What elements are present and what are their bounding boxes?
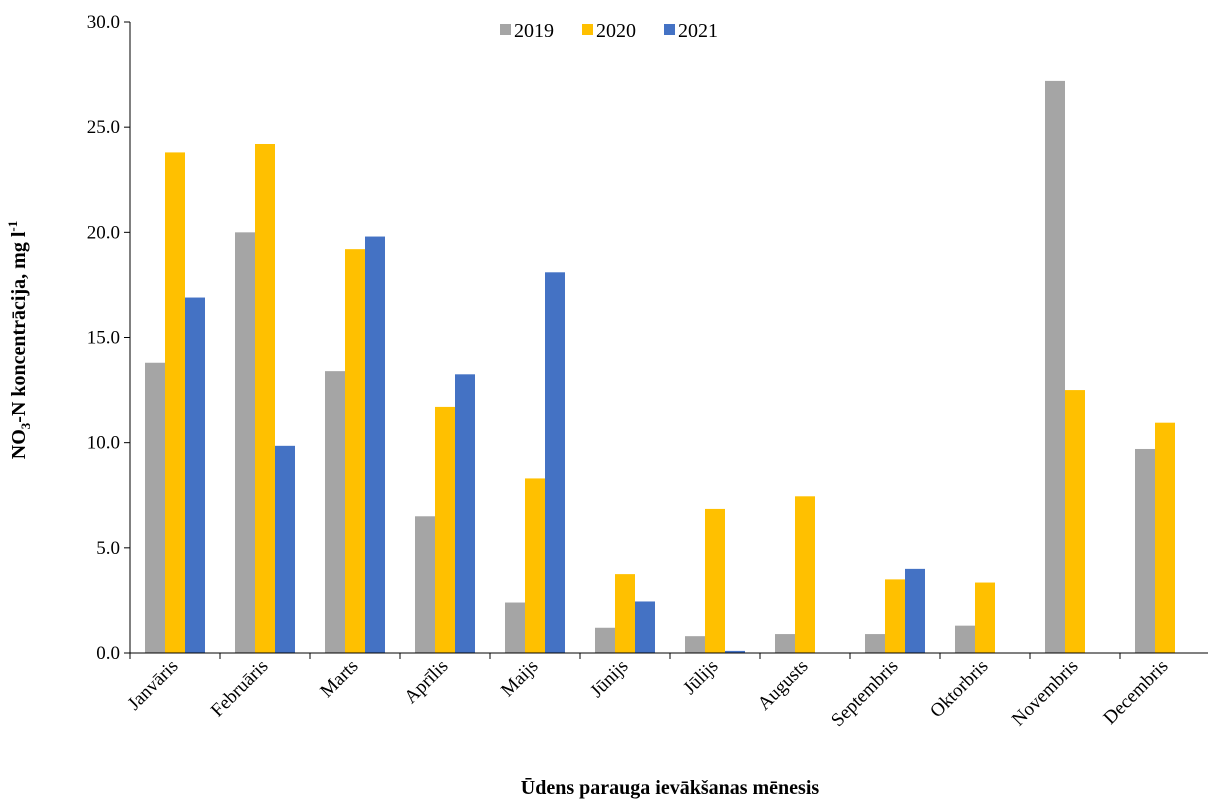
bar-2020-Maijs [525,478,545,653]
bar-2020-Jūlijs [705,508,725,653]
y-axis-title-middle: -N koncentrācija, mg l [8,231,30,423]
bar-2021-Maijs [545,272,565,653]
x-axis-title: Ūdens parauga ievākšanas mēnesis [521,777,820,799]
bar-2021-Janvāris [185,297,205,653]
bar-2019-Jūlijs [685,636,705,653]
x-category-label: Aprīlis [400,656,452,708]
bar-2019-Novembris [1045,80,1065,654]
bar-2019-Oktorbris [955,625,975,653]
bar-2020-Janvāris [165,152,185,653]
bar-2021-Jūlijs [725,650,745,653]
y-axis-title-sub: 3 [18,422,33,429]
x-category-label: Decembris [1099,656,1172,729]
bar-2020-Oktorbris [975,582,995,653]
x-category-label: Maijs [497,656,542,701]
x-category-label: Marts [316,656,362,702]
legend-swatch-2020 [582,24,593,35]
y-axis-title-sup: -1 [5,221,20,232]
x-category-label: Jūlijs [679,656,722,699]
legend-label-2020: 2020 [596,20,636,42]
bar-2019-Janvāris [145,362,165,653]
y-tick-label: 30.0 [87,12,120,33]
x-category-label: Februāris [207,656,273,722]
x-axis-ticks: Janvāris Februāris Marts Aprīlis Maijs Jūnijs… [124,653,1173,731]
bar-2021-Jūnijs [635,601,655,653]
bar-2020-Augusts [795,496,815,653]
legend-swatch-2021 [664,24,675,35]
x-category-label: Jūnijs [586,656,632,702]
bar-2020-Marts [345,249,365,653]
bar-2021-Marts [365,236,385,654]
bar-2020-Februāris [255,143,275,653]
bar-2021-Septembris [905,568,925,653]
bar-2020-Decembris [1155,422,1175,653]
bar-2019-Jūnijs [595,627,615,653]
legend: 2019 2020 2021 [500,20,718,42]
legend-label-2019: 2019 [514,20,554,42]
y-tick-label: 15.0 [87,328,120,349]
bar-2021-Februāris [275,445,295,653]
legend-label-2021: 2021 [678,20,718,42]
y-axis-title: NO3-N koncentrācija, mg l-1 [5,221,33,459]
bar-2020-Aprīlis [435,406,455,653]
bar-2019-Aprīlis [415,516,435,653]
y-tick-label: 20.0 [87,222,120,243]
y-axis-ticks: 0.0 5.0 10.0 15.0 20.0 25.0 30.0 [87,12,130,664]
x-category-label: Septembris [827,656,902,731]
bar-2020-Jūnijs [615,574,635,653]
x-category-label: Novembris [1008,656,1083,731]
x-category-label: Augusts [754,656,813,715]
y-tick-label: 10.0 [87,433,120,454]
x-category-label: Janvāris [124,656,183,715]
bar-2019-Maijs [505,602,525,653]
y-tick-label: 0.0 [96,643,120,664]
y-tick-label: 25.0 [87,117,120,138]
bar-2019-Decembris [1135,448,1155,653]
y-axis-title-main: NO [8,429,30,459]
bar-2019-Septembris [865,634,885,653]
bar-2021-Aprīlis [455,374,475,653]
bars-group [145,80,1175,654]
bar-2019-Februāris [235,232,255,654]
bar-2019-Augusts [775,634,795,653]
legend-swatch-2019 [500,24,511,35]
bar-2019-Marts [325,371,345,653]
bar-2020-Septembris [885,579,905,653]
bar-2020-Novembris [1065,390,1085,653]
y-tick-label: 5.0 [96,538,120,559]
x-category-label: Oktorbris [926,656,992,722]
